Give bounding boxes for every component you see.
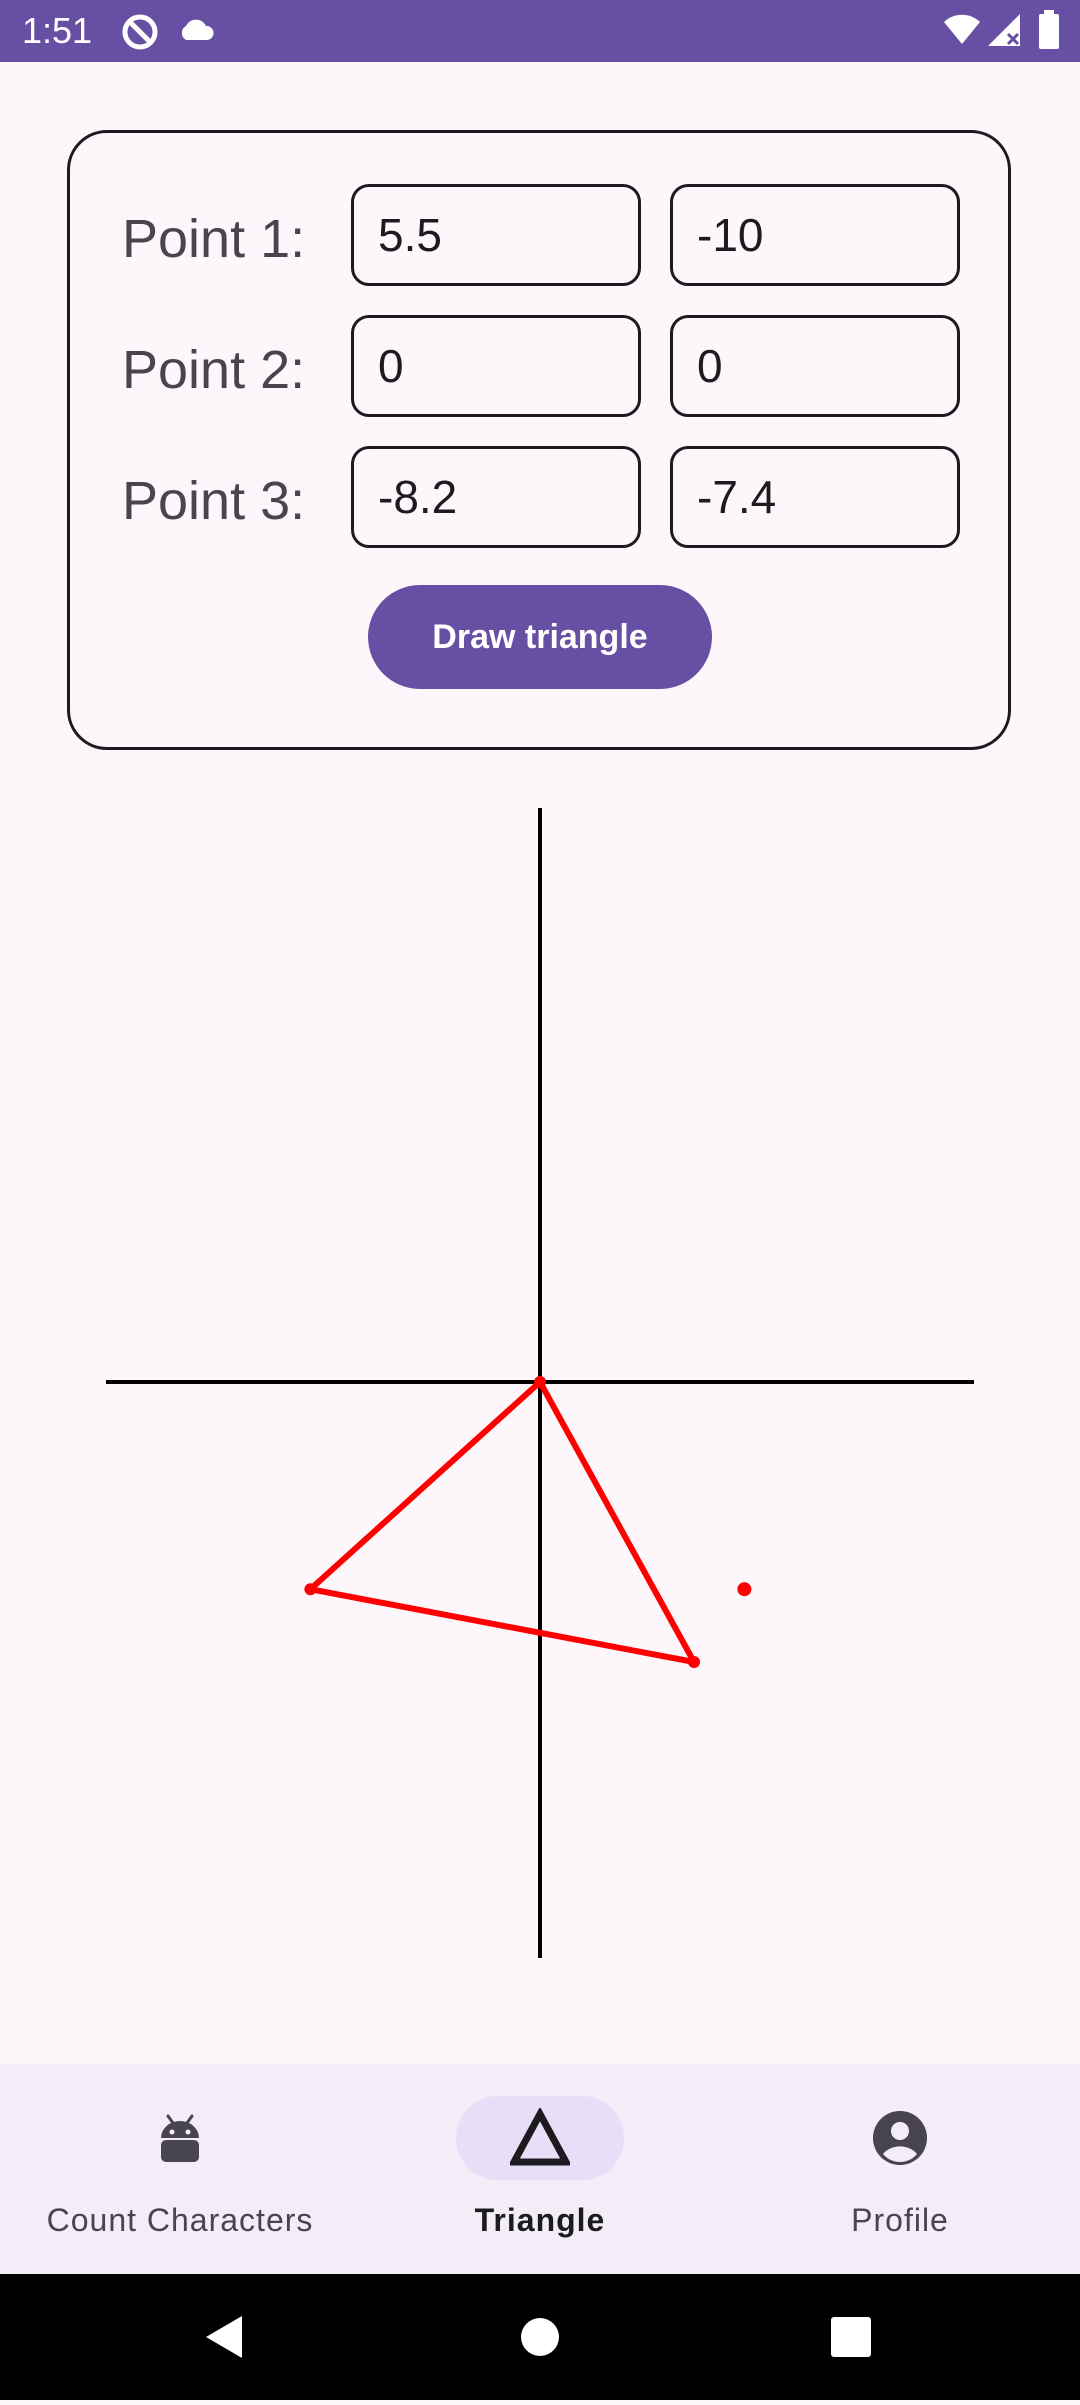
nav-item-profile[interactable]: Profile (720, 2064, 1080, 2274)
triangle-icon (510, 2108, 570, 2166)
nav-label-triangle: Triangle (474, 2202, 606, 2238)
point-3-y-field[interactable] (670, 446, 960, 548)
wifi-icon (942, 12, 982, 53)
account-circle-icon (873, 2111, 927, 2165)
home-icon[interactable] (520, 2274, 560, 2400)
point-2-x-field[interactable] (351, 315, 641, 417)
triangle-plot (106, 808, 974, 1958)
back-icon[interactable] (198, 2274, 248, 2400)
vertex-point-1 (688, 1656, 700, 1668)
point-3-label: Point 3: (122, 471, 306, 531)
point-1-label: Point 1: (122, 209, 306, 269)
vertex-point-3 (304, 1583, 317, 1596)
extra-point (737, 1582, 752, 1597)
nav-label-profile: Profile (851, 2202, 949, 2238)
point-3-x-field[interactable] (351, 446, 641, 548)
status-time: 1:51 (22, 10, 93, 51)
points-card: Point 1: Point 2: Point 3: Draw triangle (67, 130, 1011, 750)
point-1-x-field[interactable] (351, 184, 641, 286)
triangle-shape (307, 1379, 697, 1665)
nav-label-count-characters: Count Characters (46, 2202, 314, 2238)
system-navigation-bar (0, 2274, 1080, 2400)
nav-item-count-characters[interactable]: Count Characters (0, 2064, 360, 2274)
battery-icon (1038, 10, 1060, 55)
cloud-icon (176, 14, 216, 51)
android-icon (161, 2114, 199, 2162)
do-not-disturb-icon (120, 12, 160, 57)
nav-item-triangle[interactable]: Triangle (360, 2064, 720, 2274)
vertex-point-2 (534, 1376, 546, 1388)
status-bar: 1:51 (0, 0, 1080, 62)
point-1-y-field[interactable] (670, 184, 960, 286)
cellular-signal-icon (986, 12, 1022, 53)
recents-icon[interactable] (830, 2274, 872, 2400)
draw-triangle-button[interactable]: Draw triangle (368, 585, 712, 689)
bottom-navigation: Count Characters Triangle Profile (0, 2064, 1080, 2274)
point-2-y-field[interactable] (670, 315, 960, 417)
point-2-label: Point 2: (122, 340, 306, 400)
